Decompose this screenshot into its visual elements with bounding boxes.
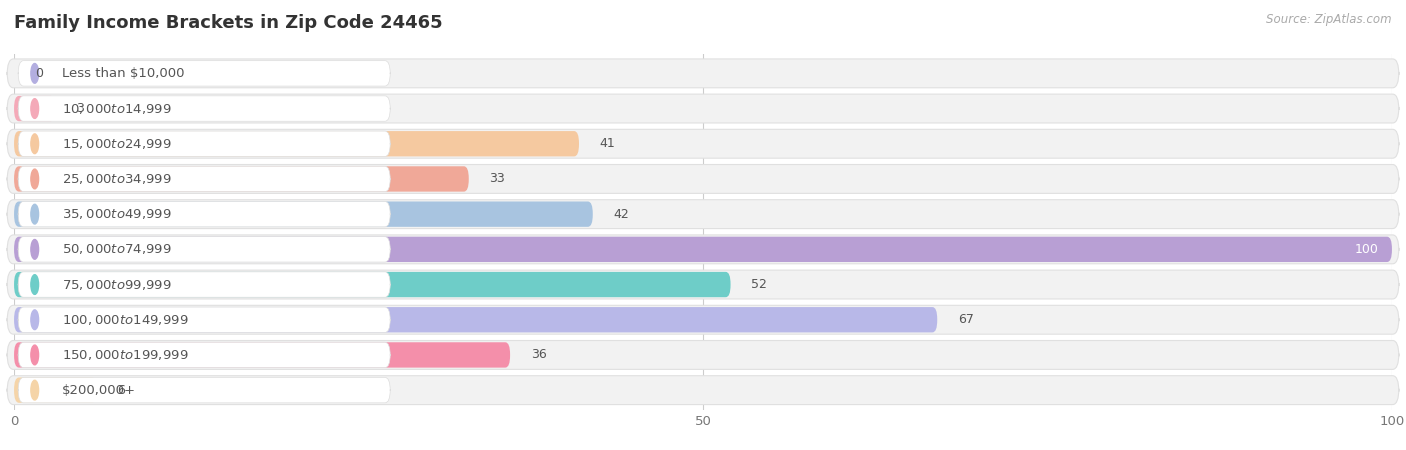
Text: 100: 100	[1354, 243, 1378, 256]
Circle shape	[31, 169, 38, 189]
FancyBboxPatch shape	[18, 307, 391, 333]
Text: Source: ZipAtlas.com: Source: ZipAtlas.com	[1267, 14, 1392, 27]
FancyBboxPatch shape	[14, 272, 731, 297]
Text: 33: 33	[489, 172, 505, 185]
Text: Family Income Brackets in Zip Code 24465: Family Income Brackets in Zip Code 24465	[14, 14, 443, 32]
FancyBboxPatch shape	[7, 165, 1399, 194]
FancyBboxPatch shape	[18, 202, 391, 227]
FancyBboxPatch shape	[7, 376, 1399, 405]
FancyBboxPatch shape	[7, 59, 1399, 88]
Text: 3: 3	[76, 102, 84, 115]
FancyBboxPatch shape	[14, 166, 468, 192]
Text: 52: 52	[751, 278, 768, 291]
FancyBboxPatch shape	[7, 341, 1399, 369]
Circle shape	[31, 310, 38, 329]
Text: 6: 6	[118, 384, 125, 396]
Text: $25,000 to $34,999: $25,000 to $34,999	[62, 172, 172, 186]
FancyBboxPatch shape	[18, 272, 391, 297]
Circle shape	[31, 345, 38, 365]
Text: $50,000 to $74,999: $50,000 to $74,999	[62, 243, 172, 256]
Text: 0: 0	[35, 67, 42, 80]
FancyBboxPatch shape	[14, 307, 938, 333]
FancyBboxPatch shape	[18, 96, 391, 121]
Text: $75,000 to $99,999: $75,000 to $99,999	[62, 278, 172, 292]
Circle shape	[31, 380, 38, 400]
FancyBboxPatch shape	[7, 270, 1399, 299]
FancyBboxPatch shape	[7, 129, 1399, 158]
Circle shape	[31, 204, 38, 224]
FancyBboxPatch shape	[7, 200, 1399, 229]
Text: Less than $10,000: Less than $10,000	[62, 67, 184, 80]
FancyBboxPatch shape	[18, 237, 391, 262]
FancyBboxPatch shape	[14, 342, 510, 368]
Circle shape	[31, 99, 38, 118]
FancyBboxPatch shape	[18, 378, 391, 403]
Circle shape	[31, 239, 38, 259]
Text: 42: 42	[613, 207, 630, 220]
FancyBboxPatch shape	[14, 202, 593, 227]
FancyBboxPatch shape	[14, 131, 579, 157]
FancyBboxPatch shape	[18, 166, 391, 192]
Text: $35,000 to $49,999: $35,000 to $49,999	[62, 207, 172, 221]
Text: $100,000 to $149,999: $100,000 to $149,999	[62, 313, 188, 327]
Text: $150,000 to $199,999: $150,000 to $199,999	[62, 348, 188, 362]
Text: 67: 67	[957, 313, 974, 326]
FancyBboxPatch shape	[18, 61, 391, 86]
FancyBboxPatch shape	[7, 94, 1399, 123]
Circle shape	[31, 63, 38, 83]
Text: 36: 36	[531, 348, 547, 361]
FancyBboxPatch shape	[18, 131, 391, 157]
FancyBboxPatch shape	[14, 96, 55, 121]
FancyBboxPatch shape	[7, 235, 1399, 264]
Circle shape	[31, 134, 38, 153]
Text: $10,000 to $14,999: $10,000 to $14,999	[62, 102, 172, 116]
Text: $200,000+: $200,000+	[62, 384, 136, 396]
FancyBboxPatch shape	[18, 342, 391, 368]
Text: $15,000 to $24,999: $15,000 to $24,999	[62, 137, 172, 151]
FancyBboxPatch shape	[14, 237, 1392, 262]
FancyBboxPatch shape	[7, 305, 1399, 334]
Circle shape	[31, 274, 38, 294]
FancyBboxPatch shape	[14, 378, 97, 403]
Text: 41: 41	[599, 137, 616, 150]
